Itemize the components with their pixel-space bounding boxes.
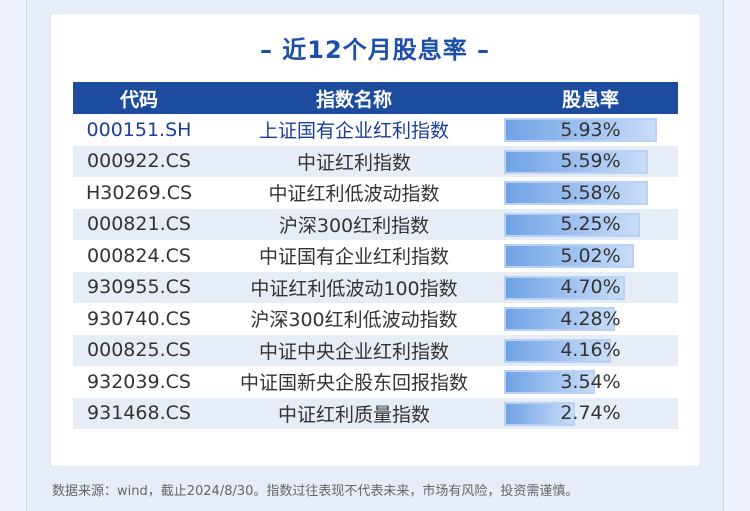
index-code: 930740.CS bbox=[87, 307, 191, 330]
table-row: 000824.CS 中证国有企业红利指数 5.02% bbox=[73, 240, 678, 272]
yield-bar bbox=[504, 244, 634, 268]
table-row: H30269.CS 中证红利低波动指数 5.58% bbox=[73, 177, 678, 209]
table-row: 000922.CS 中证红利指数 5.59% bbox=[73, 145, 678, 178]
yield-cell: 5.25% bbox=[503, 209, 678, 241]
index-name: 中证红利指数 bbox=[296, 151, 411, 174]
yield-bar bbox=[504, 118, 657, 142]
yield-value: 5.58% bbox=[560, 181, 621, 204]
table-row: 931468.CS 中证红利质量指数 2.74% bbox=[73, 397, 678, 430]
yield-bar bbox=[504, 149, 649, 174]
yield-value: 4.28% bbox=[560, 307, 621, 330]
index-name: 中证国新央企股东回报指数 bbox=[239, 372, 468, 395]
page-title: – 近12个月股息率 – bbox=[259, 36, 491, 64]
index-name: 沪深300红利指数 bbox=[278, 214, 430, 237]
index-name: 沪深300红利低波动指数 bbox=[250, 309, 458, 332]
yield-value: 5.25% bbox=[560, 213, 621, 236]
index-code: H30269.CS bbox=[85, 181, 193, 204]
index-code: 930955.CS bbox=[87, 276, 191, 299]
yield-bar bbox=[504, 275, 626, 300]
index-name: 中证红利低波动指数 bbox=[268, 183, 440, 206]
table-row: 930740.CS 沪深300红利低波动指数 4.28% bbox=[73, 303, 678, 335]
header-yield: 股息率 bbox=[561, 88, 619, 111]
table-row: 000151.SH 上证国有企业红利指数 5.93% bbox=[73, 114, 678, 146]
table-body: 000151.SH 上证国有企业红利指数 5.93% 000922.CS 中证红利指数 5… bbox=[73, 114, 678, 429]
index-name: 中证中央企业红利指数 bbox=[258, 340, 449, 363]
index-code: 000824.CS bbox=[87, 244, 191, 267]
yield-cell: 4.16% bbox=[503, 335, 678, 367]
yield-value: 2.74% bbox=[560, 402, 621, 425]
header-code: 代码 bbox=[119, 88, 158, 111]
yield-cell: 3.54% bbox=[503, 366, 678, 398]
yield-bar bbox=[504, 401, 575, 426]
yield-cell: 5.02% bbox=[503, 240, 678, 272]
yield-cell: 5.93% bbox=[503, 114, 678, 146]
table-row: 930955.CS 中证红利低波动100指数 4.70% bbox=[73, 271, 678, 304]
dividend-table: 代码 指数名称 股息率 000151.SH 上证国有企业红利指数 5.93% 0009… bbox=[73, 82, 678, 429]
header-name: 指数名称 bbox=[315, 88, 392, 111]
index-code: 931468.CS bbox=[87, 402, 191, 425]
index-code: 000825.CS bbox=[87, 339, 191, 362]
table-row: 932039.CS 中证国新央企股东回报指数 3.54% bbox=[73, 366, 678, 398]
index-code: 932039.CS bbox=[87, 370, 191, 393]
index-name: 中证国有企业红利指数 bbox=[258, 246, 449, 269]
yield-value: 5.59% bbox=[560, 150, 621, 173]
table-row: 000821.CS 沪深300红利指数 5.25% bbox=[73, 208, 678, 241]
yield-bar bbox=[504, 307, 615, 331]
index-code: 000922.CS bbox=[87, 150, 191, 173]
yield-value: 4.16% bbox=[560, 339, 621, 362]
index-name: 中证红利低波动100指数 bbox=[250, 277, 458, 300]
index-code: 000821.CS bbox=[87, 213, 191, 236]
yield-bar bbox=[504, 370, 596, 394]
yield-bar bbox=[504, 338, 612, 363]
yield-value: 5.93% bbox=[560, 118, 621, 141]
footnote: 数据来源：wind，截止2024/8/30。指数过往表现不代表未来，市场有风险，… bbox=[52, 484, 579, 499]
table-row: 000825.CS 中证中央企业红利指数 4.16% bbox=[73, 334, 678, 367]
table-header: 代码 指数名称 股息率 bbox=[73, 82, 678, 114]
yield-cell: 5.59% bbox=[503, 146, 678, 178]
yield-cell: 2.74% bbox=[503, 398, 678, 430]
yield-cell: 4.70% bbox=[503, 272, 678, 304]
index-name: 上证国有企业红利指数 bbox=[258, 120, 449, 143]
yield-bar bbox=[504, 181, 648, 205]
yield-value: 3.54% bbox=[560, 370, 621, 393]
yield-cell: 4.28% bbox=[503, 303, 678, 335]
yield-value: 5.02% bbox=[560, 244, 621, 267]
index-code: 000151.SH bbox=[86, 118, 192, 141]
yield-cell: 5.58% bbox=[503, 177, 678, 209]
yield-bar bbox=[504, 212, 640, 237]
yield-value: 4.70% bbox=[560, 276, 621, 299]
index-name: 中证红利质量指数 bbox=[277, 403, 430, 426]
